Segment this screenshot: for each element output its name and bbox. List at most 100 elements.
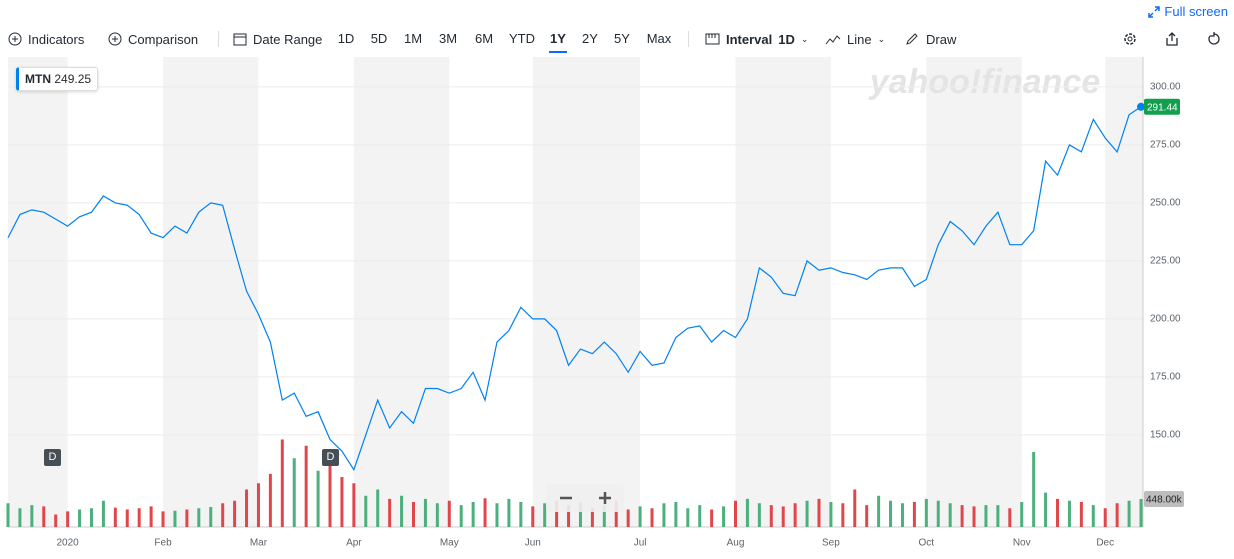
chart-type-button[interactable]: Line ⌄ — [825, 24, 885, 54]
chart-type-label: Line — [847, 31, 872, 47]
draw-label: Draw — [926, 31, 957, 47]
volume-bar — [543, 503, 547, 527]
x-tick-label: Mar — [250, 538, 268, 549]
volume-bar — [149, 506, 153, 527]
date-range-option[interactable]: Max — [646, 31, 672, 46]
date-range-label: Date Range — [253, 31, 323, 47]
volume-bar — [483, 498, 487, 527]
line-icon — [825, 35, 841, 45]
settings-icon[interactable] — [1122, 31, 1138, 47]
volume-bar — [209, 507, 213, 527]
y-tick-label: 300.00 — [1150, 82, 1181, 93]
volume-bar — [1008, 508, 1012, 527]
interval-button[interactable]: Interval 1D ⌄ — [705, 24, 808, 54]
volume-bar — [221, 503, 225, 527]
dividend-marker[interactable]: D — [322, 449, 339, 466]
plus-icon — [108, 32, 122, 46]
x-tick-label: Dec — [1096, 538, 1114, 549]
date-range-option[interactable]: 2Y — [582, 31, 598, 46]
volume-bar — [996, 505, 1000, 527]
date-range-option[interactable]: 1M — [403, 31, 423, 46]
indicators-button[interactable]: Indicators — [8, 24, 84, 54]
volume-bar — [602, 505, 606, 527]
volume-bar — [924, 498, 928, 527]
chevron: ⌄ — [877, 33, 886, 44]
volume-bar — [1127, 500, 1131, 527]
date-range-option[interactable]: 5Y — [614, 31, 630, 46]
comparison-button[interactable]: Comparison — [108, 24, 198, 54]
x-tick-label: Nov — [1013, 538, 1031, 549]
dividend-marker[interactable]: D — [44, 449, 61, 466]
reset-icon[interactable] — [1206, 31, 1222, 47]
x-tick-label: Aug — [727, 538, 745, 549]
volume-bar — [817, 498, 821, 527]
draw-button[interactable]: Draw — [905, 24, 956, 54]
volume-bar — [829, 502, 833, 527]
date-range-option[interactable]: 6M — [474, 31, 494, 46]
interval-label: Interval — [726, 31, 773, 47]
volume-bar — [292, 458, 296, 527]
y-tick-label: 225.00 — [1150, 256, 1181, 267]
x-tick-label: Jun — [525, 538, 541, 549]
volume-bar — [710, 509, 714, 527]
volume-bar — [113, 507, 117, 527]
volume-bar — [757, 503, 761, 527]
volume-bar — [280, 439, 284, 527]
volume-bar — [101, 500, 105, 527]
x-tick-label: Apr — [346, 538, 362, 549]
volume-bar — [519, 502, 523, 527]
zoom-out[interactable] — [558, 490, 574, 506]
date-range-option[interactable]: YTD — [509, 31, 535, 46]
interval-value: 1D — [778, 31, 795, 47]
volume-bar — [781, 506, 785, 527]
volume-bar — [984, 505, 988, 527]
volume-bar — [734, 500, 738, 527]
volume-bar — [805, 500, 809, 527]
y-tick-label: 250.00 — [1150, 198, 1181, 209]
date-range-option[interactable]: 5D — [370, 31, 388, 46]
date-range-option[interactable]: 3M — [438, 31, 458, 46]
volume-bar — [197, 508, 201, 527]
volume-bar — [316, 470, 320, 527]
volume-bar — [411, 502, 415, 527]
month-band — [926, 57, 1022, 527]
volume-bar — [54, 514, 58, 527]
volume-bar — [1139, 499, 1143, 527]
volume-bar — [435, 503, 439, 527]
month-band — [8, 57, 68, 527]
zoom-controls — [546, 484, 624, 512]
x-tick-label: 2020 — [57, 538, 80, 549]
volume-bar — [495, 503, 499, 527]
volume-bar — [841, 503, 845, 527]
price-line — [7, 106, 1142, 472]
price-tooltip: MTN 249.25 — [16, 67, 99, 91]
date-range-option[interactable]: 1Y — [549, 24, 567, 54]
volume-bar — [1079, 502, 1083, 527]
volume-bar — [1067, 500, 1071, 527]
month-band — [353, 57, 450, 527]
zoom-in[interactable] — [597, 490, 613, 506]
volume-bar — [376, 489, 380, 527]
volume-bar — [578, 502, 582, 527]
full-screen-button[interactable]: Full screen — [1148, 4, 1228, 19]
volume-tick-label: 448.00k — [1146, 495, 1183, 506]
volume-bar — [352, 483, 356, 527]
volume-bar — [1103, 508, 1107, 527]
volume-bar — [447, 500, 451, 527]
volume-bar — [674, 502, 678, 527]
volume-bar — [30, 505, 34, 527]
date-range-button[interactable]: Date Range — [233, 24, 322, 54]
y-tick-label: 175.00 — [1150, 372, 1181, 383]
date-range-option[interactable]: 1D — [337, 31, 355, 46]
volume-bar — [328, 464, 332, 527]
volume-bar — [567, 505, 571, 527]
volume-bar — [912, 502, 916, 527]
separator — [218, 31, 219, 47]
share-icon[interactable] — [1164, 31, 1180, 47]
volume-bar — [793, 503, 797, 527]
tooltip-value: 249.25 — [54, 72, 92, 86]
volume-bar — [936, 500, 940, 527]
month-band — [1105, 57, 1143, 527]
